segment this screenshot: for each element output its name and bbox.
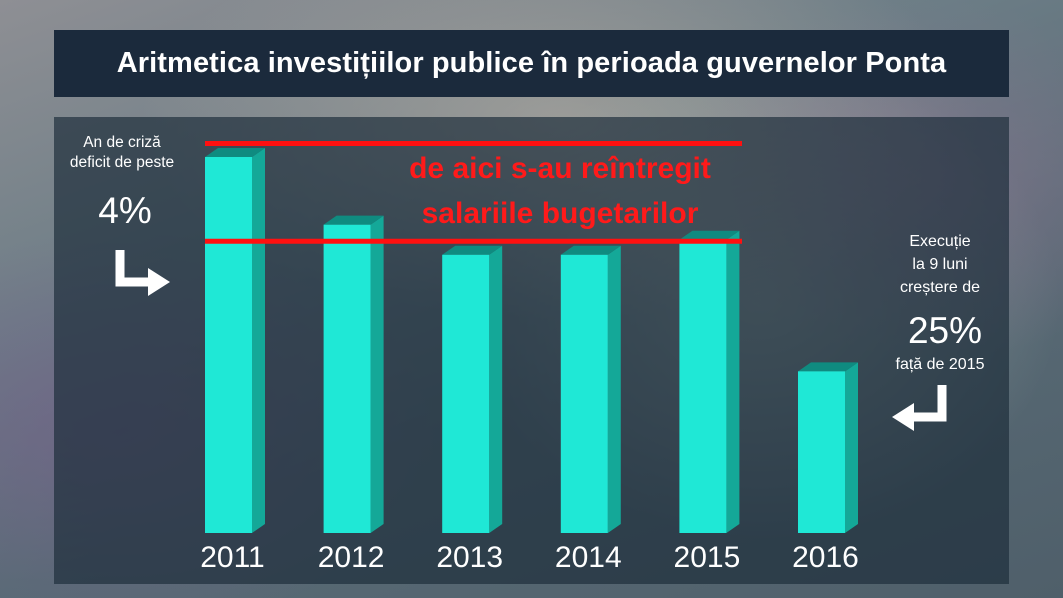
bar-front-face [442,254,490,533]
bar-side-face [489,245,503,533]
arrow-right-head-icon [148,268,170,296]
annotation-line2: salariile bugetarilor [421,197,699,230]
bar-front-face [323,224,371,533]
right-note-value: 25% [907,310,983,351]
bar-2013 [442,245,503,533]
bar-side-face [607,245,621,533]
bar-side-face [845,362,858,533]
x-tick-label: 2012 [318,541,385,574]
annotation-line1: de aici s-au reîntregit [409,152,711,185]
bar-front-face [798,371,845,533]
arrow-left-head-icon [892,403,914,431]
left-note-value: 4% [98,190,152,231]
bar-2011 [205,148,265,533]
left-note-line1: An de criză [83,134,161,151]
arrow-left-icon [912,385,947,422]
bar-2014 [560,245,621,533]
bar-side-face [252,148,265,533]
bar-top-face [323,215,384,225]
right-note-line4: față de 2015 [895,356,985,373]
x-tick-label: 2013 [436,541,503,574]
x-tick-label: 2014 [555,541,622,574]
chart-title: Aritmetica investițiilor publice în peri… [116,47,947,79]
arrow-right-icon [115,250,150,287]
bar-top-face [798,362,858,372]
bar-front-face [560,254,608,533]
right-note-line1: Execuție [909,233,971,250]
x-tick-label: 2011 [200,541,265,574]
arrows-group [115,250,947,431]
bar-top-face [560,245,621,255]
title-bar: Aritmetica investițiilor publice în peri… [54,30,1009,97]
bar-top-face [205,148,265,157]
x-tick-label: 2016 [792,541,859,574]
x-ticks-group: 2011 2012 2013 2014 2015 2016 [200,541,859,574]
bar-side-face [726,230,740,533]
bar-2012 [323,215,384,533]
right-note-line3: creștere de [899,279,981,296]
bar-2015 [679,230,740,533]
bar-front-face [205,157,252,533]
bar-top-face [442,245,503,255]
bar-2016 [798,362,858,533]
bar-side-face [370,215,384,533]
left-note-line2: deficit de peste [69,154,175,171]
right-note-line2: la 9 luni [912,256,968,273]
bar-front-face [679,239,727,533]
bar-top-face [679,230,740,240]
bars-group [205,148,858,533]
reference-lines-group [205,140,742,244]
x-tick-label: 2015 [674,541,741,574]
